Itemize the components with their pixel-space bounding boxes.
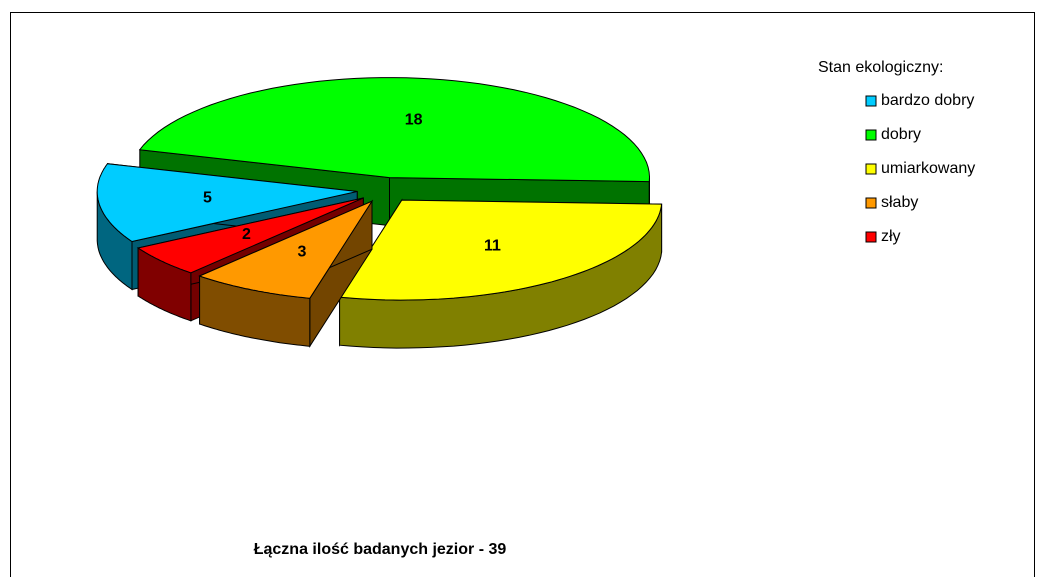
legend-label: słaby xyxy=(881,194,918,211)
legend-label: zły xyxy=(881,228,901,245)
legend-label: bardzo dobry xyxy=(881,92,974,109)
data-label: 18 xyxy=(405,112,423,129)
chart-title: Łączna ilość badanych jezior - 39 xyxy=(254,541,507,558)
data-label: 2 xyxy=(242,226,251,243)
legend-title: Stan ekologiczny: xyxy=(818,59,943,76)
slice xyxy=(338,199,663,301)
legend-label: dobry xyxy=(881,126,921,143)
slice xyxy=(138,77,651,183)
legend-label: umiarkowany xyxy=(881,160,975,177)
legend-swatch xyxy=(865,197,877,209)
slice xyxy=(96,163,358,243)
slice xyxy=(136,197,364,274)
legend-swatch xyxy=(865,129,877,141)
data-label: 5 xyxy=(203,190,212,207)
data-label: 3 xyxy=(297,244,306,261)
legend-swatch xyxy=(865,95,877,107)
legend-swatch xyxy=(865,231,877,243)
data-label: 11 xyxy=(484,238,501,255)
legend-swatch xyxy=(865,163,877,175)
slice xyxy=(198,200,374,299)
